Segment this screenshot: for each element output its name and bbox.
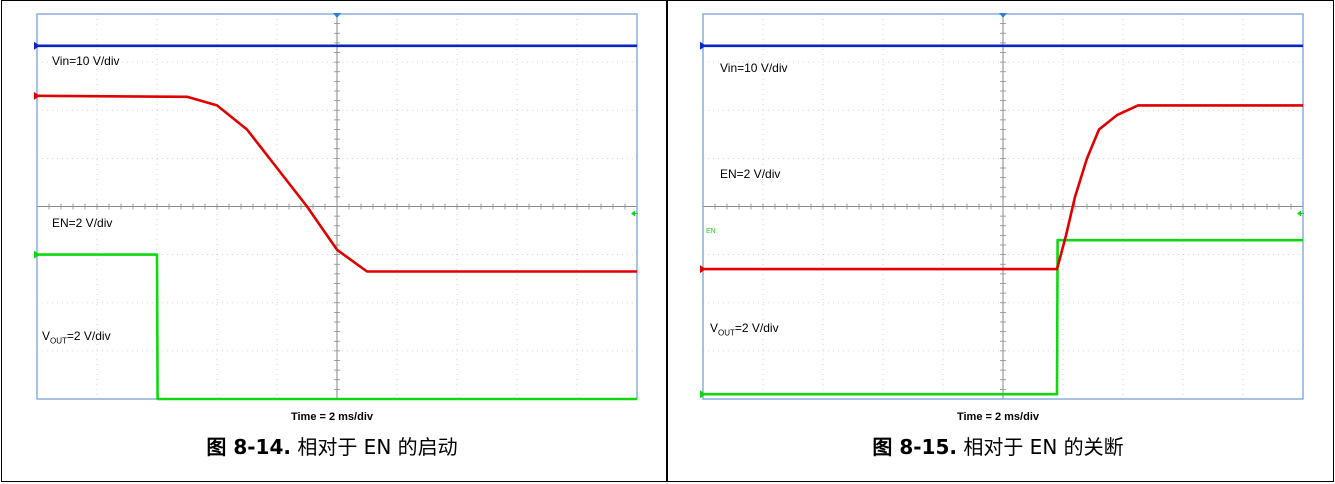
vout-trace-label: VOUT=2 V/div [42, 329, 111, 345]
channel-marker-vout-icon [700, 265, 706, 274]
x-axis-label: Time = 2 ms/div [956, 411, 1040, 423]
vin-trace-label: Vin=10 V/div [52, 54, 120, 68]
trace-en [703, 238, 1303, 396]
trace-en [37, 253, 637, 401]
vout-label-subscript: OUT [718, 328, 735, 338]
vout-label-subscript: OUT [50, 336, 67, 346]
x-axis-label: Time = 2 ms/div [290, 411, 374, 423]
figure-number: 图 8-15. [872, 435, 957, 459]
trigger-marker-icon [333, 13, 341, 18]
channel-marker-vin-icon [34, 41, 40, 50]
trace-vout [703, 104, 1303, 271]
scope-screen-startup [34, 13, 638, 401]
en-trace-label: EN=2 V/div [720, 167, 781, 181]
en-channel-marker: EN [706, 228, 716, 235]
channel-marker-en-icon [700, 390, 706, 399]
figure-caption: 图 8-14. 相对于 EN 的启动 [12, 431, 652, 460]
scope-plot-shutdown [700, 13, 1304, 400]
scope-grid [702, 13, 1304, 400]
figure-panel-startup: Vin=10 V/div EN=2 V/div VOUT=2 V/div Tim… [1, 0, 667, 482]
channel-marker-vin-icon [700, 41, 706, 50]
trigger-marker-icon [999, 13, 1007, 18]
vout-label-suffix: =2 V/div [66, 329, 111, 343]
figure-title: 相对于 EN 的关断 [963, 435, 1124, 459]
vout-label-suffix: =2 V/div [734, 321, 779, 335]
vin-trace-label: Vin=10 V/div [720, 61, 788, 75]
vout-label-prefix: V [42, 329, 51, 343]
scope-plot-startup [34, 13, 638, 401]
channel-marker-vout-icon [34, 91, 40, 100]
figure-number: 图 8-14. [206, 435, 291, 459]
vout-label-prefix: V [710, 321, 719, 335]
scope-grid [36, 13, 638, 400]
scope-screen-shutdown [700, 13, 1304, 400]
en-trace-label: EN=2 V/div [52, 216, 113, 230]
channel-marker-en-icon [34, 250, 40, 259]
figure-caption: 图 8-15. 相对于 EN 的关断 [678, 431, 1318, 460]
figure-title: 相对于 EN 的启动 [297, 435, 458, 459]
vout-trace-label: VOUT=2 V/div [710, 321, 779, 337]
figure-panel-shutdown: Vin=10 V/div EN=2 V/div VOUT=2 V/div EN … [667, 0, 1334, 482]
trace-vout [36, 94, 637, 273]
